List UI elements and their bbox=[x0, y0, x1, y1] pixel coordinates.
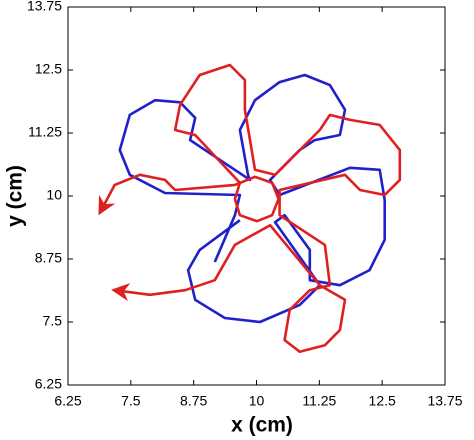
y-tick-label: 12.5 bbox=[35, 61, 62, 77]
x-tick-label: 10 bbox=[249, 393, 265, 409]
y-tick-label: 8.75 bbox=[35, 250, 62, 266]
x-tick-label: 13.75 bbox=[427, 393, 462, 409]
y-tick-label: 7.5 bbox=[43, 313, 63, 329]
y-tick-label: 11.25 bbox=[28, 124, 62, 140]
trajectory bbox=[98, 63, 402, 353]
y-tick-label: 10 bbox=[46, 187, 62, 203]
x-tick-label: 7.5 bbox=[121, 393, 141, 409]
x-tick-label: 12.5 bbox=[369, 393, 396, 409]
y-tick-label: 13.75 bbox=[27, 0, 62, 14]
x-tick-label: 8.75 bbox=[180, 393, 207, 409]
y-axis-label: y (cm) bbox=[4, 165, 27, 227]
x-tick-label: 6.25 bbox=[54, 393, 81, 409]
plot-frame bbox=[67, 6, 446, 386]
y-tick-label: 6.25 bbox=[35, 376, 62, 392]
x-tick-label: 11.25 bbox=[302, 393, 336, 409]
trajectory bbox=[118, 73, 386, 324]
x-axis-label: x (cm) bbox=[231, 414, 293, 437]
